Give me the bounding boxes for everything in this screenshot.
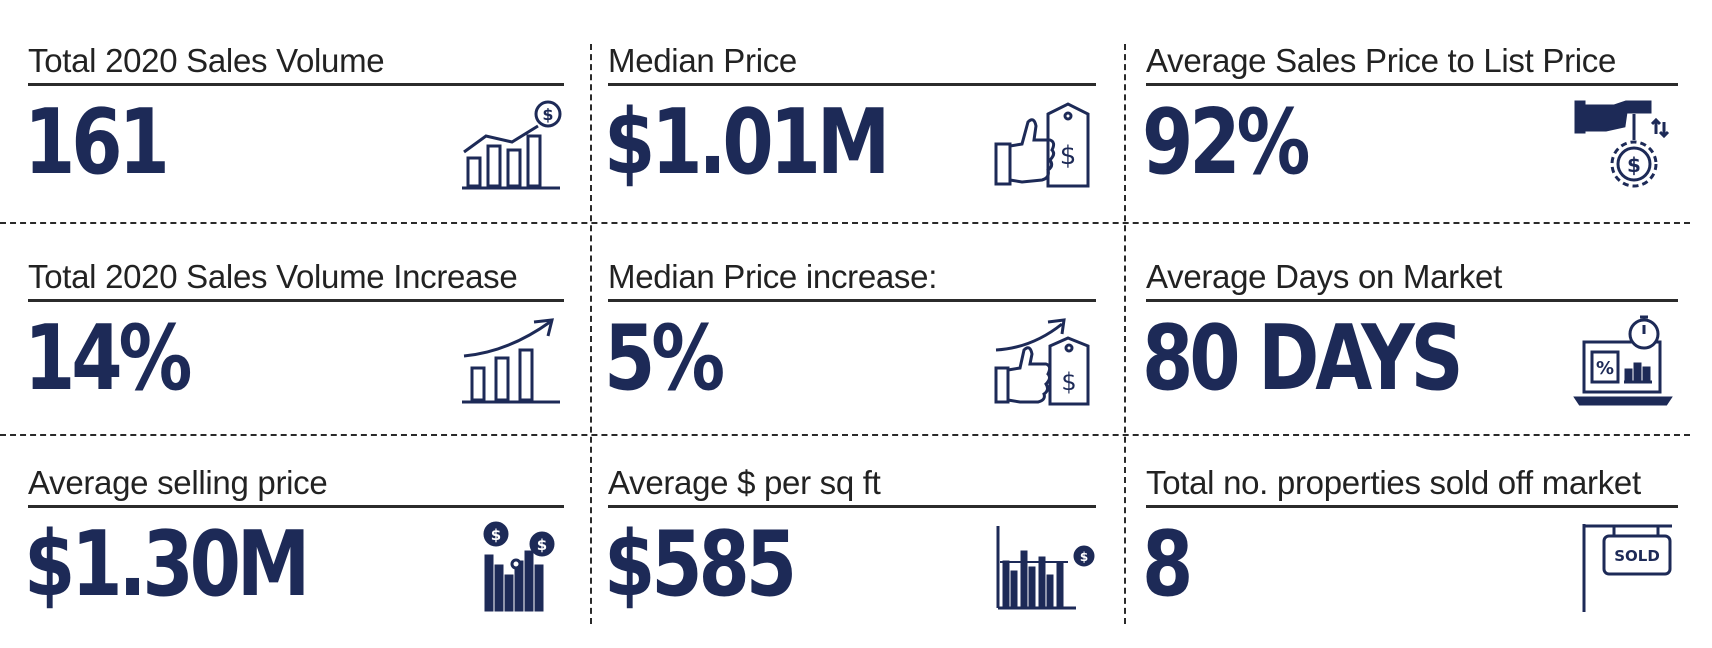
stat-underline (608, 505, 1096, 508)
stat-label: Average Days on Market (1146, 258, 1502, 295)
column-divider (590, 44, 592, 624)
laptop-timer-icon: % (1573, 315, 1678, 406)
stat-underline (608, 299, 1096, 302)
stat-label: Total 2020 Sales Volume (28, 42, 385, 79)
thumbs-up-price-tag-icon: $ (992, 100, 1096, 190)
stat-value: 161 (24, 90, 170, 195)
stat-label: Average $ per sq ft (608, 464, 881, 501)
stat-underline (28, 505, 564, 508)
svg-text:$: $ (537, 536, 547, 554)
stat-label: Total 2020 Sales Volume Increase (28, 258, 518, 295)
svg-text:$: $ (1627, 153, 1641, 177)
stat-underline (1146, 299, 1678, 302)
stat-label: Total no. properties sold off market (1146, 464, 1641, 501)
stat-card-median-price-increase: Median Price increase: 5% $ (604, 258, 1096, 418)
stat-label: Average Sales Price to List Price (1146, 42, 1617, 79)
sold-sign-icon: SOLD (1574, 522, 1678, 612)
stat-card-sales-to-list: Average Sales Price to List Price 92% $ (1142, 42, 1678, 202)
svg-text:$: $ (542, 105, 553, 124)
row-divider (0, 222, 1690, 224)
stat-card-days-on-market: Average Days on Market 80 DAYS % (1142, 258, 1678, 418)
stat-value: 5% (604, 306, 725, 411)
svg-text:$: $ (1060, 141, 1077, 171)
growth-chart-dollar-icon: $ (460, 100, 564, 190)
svg-text:$: $ (491, 526, 501, 544)
stat-card-price-per-sqft: Average $ per sq ft $585 $ (604, 464, 1096, 624)
stat-value: $1.30M (24, 512, 310, 617)
stat-value: 8 (1142, 512, 1193, 617)
stat-underline (1146, 505, 1678, 508)
column-divider (1124, 44, 1126, 624)
stat-underline (28, 83, 564, 86)
svg-text:$: $ (1080, 550, 1088, 564)
stat-underline (1146, 83, 1678, 86)
trend-up-bar-chart-icon (460, 316, 564, 406)
svg-text:%: % (1596, 358, 1614, 379)
stat-value: $585 (604, 512, 797, 617)
stat-value: $1.01M (604, 90, 890, 195)
thumbs-up-price-tag-trend-icon: $ (992, 316, 1096, 406)
stat-card-average-selling-price: Average selling price $1.30M $ $ (24, 464, 564, 624)
stat-underline (608, 83, 1096, 86)
stat-card-sales-volume-increase: Total 2020 Sales Volume Increase 14% (24, 258, 564, 418)
stat-card-total-sales-volume: Total 2020 Sales Volume 161 $ (24, 42, 564, 202)
stat-label: Median Price increase: (608, 258, 938, 295)
sold-sign-text: SOLD (1614, 547, 1660, 565)
stat-value: 14% (24, 306, 192, 411)
stat-card-sold-off-market: Total no. properties sold off market 8 S… (1142, 464, 1678, 624)
hand-dollar-coin-icon: $ (1574, 100, 1678, 190)
bars-dollar-coins-icon: $ $ (460, 521, 564, 612)
stat-card-median-price: Median Price $1.01M $ (604, 42, 1096, 202)
stat-label: Average selling price (28, 464, 328, 501)
stat-label: Median Price (608, 42, 797, 79)
row-divider (0, 434, 1690, 436)
stat-underline (28, 299, 564, 302)
stat-value: 80 DAYS (1142, 306, 1464, 411)
bar-chart-dollar-icon: $ (992, 522, 1096, 612)
stat-value: 92% (1142, 90, 1310, 195)
svg-text:$: $ (1061, 368, 1076, 396)
